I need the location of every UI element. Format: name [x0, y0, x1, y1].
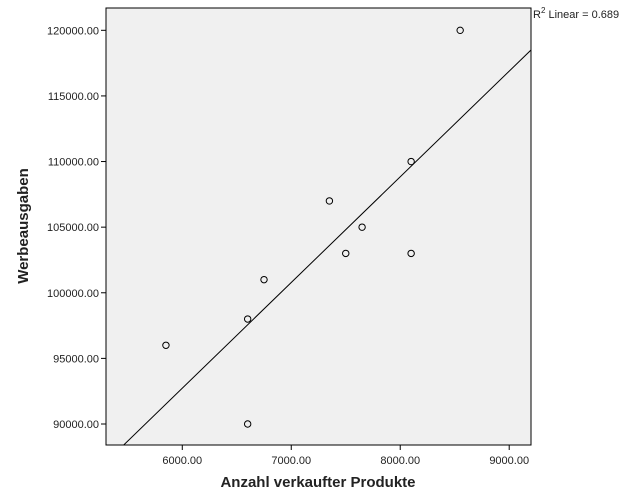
x-tick-label: 9000.00: [489, 455, 529, 467]
scatter-point: [162, 341, 170, 349]
r2-label-prefix: R: [533, 9, 541, 21]
plot-area: [105, 7, 532, 446]
regression-line: [122, 49, 531, 445]
x-tick-label: 7000.00: [271, 455, 311, 467]
x-axis: 6000.00 7000.00 8000.00 9000.00: [162, 445, 529, 467]
y-tick-label: 115000.00: [48, 91, 99, 103]
scatter-point: [407, 157, 415, 166]
scatter-point: [325, 197, 334, 205]
x-tick-label: 8000.00: [380, 455, 420, 467]
scatter-point: [342, 249, 350, 258]
scatter-point: [260, 275, 268, 284]
y-tick-label: 100000.00: [47, 288, 99, 300]
scatter-point: [358, 223, 366, 231]
y-axis-title: Werbeausgaben: [15, 168, 32, 284]
y-tick-label: 105000.00: [47, 222, 99, 234]
scatter-point: [243, 420, 252, 428]
x-tick-label: 6000.00: [162, 455, 202, 467]
chart-marks: [122, 26, 531, 445]
scatter-point: [243, 315, 252, 323]
y-tick-label: 110000.00: [48, 157, 99, 169]
y-tick-label: 90000.00: [53, 419, 99, 431]
y-tick-label: 120000.00: [47, 25, 99, 37]
x-axis-title: Anzahl verkaufter Produkte: [220, 474, 415, 491]
y-tick-label: 95000.00: [53, 353, 99, 365]
scatter-point: [456, 26, 464, 35]
r2-superscript: 2: [541, 6, 546, 15]
y-axis: 90000.00 95000.00 100000.00 105000.00 110000…: [47, 25, 106, 431]
r2-label: R2 Linear = 0.689: [533, 6, 619, 21]
scatter-point: [407, 249, 415, 258]
r2-label-value: Linear = 0.689: [545, 9, 619, 21]
